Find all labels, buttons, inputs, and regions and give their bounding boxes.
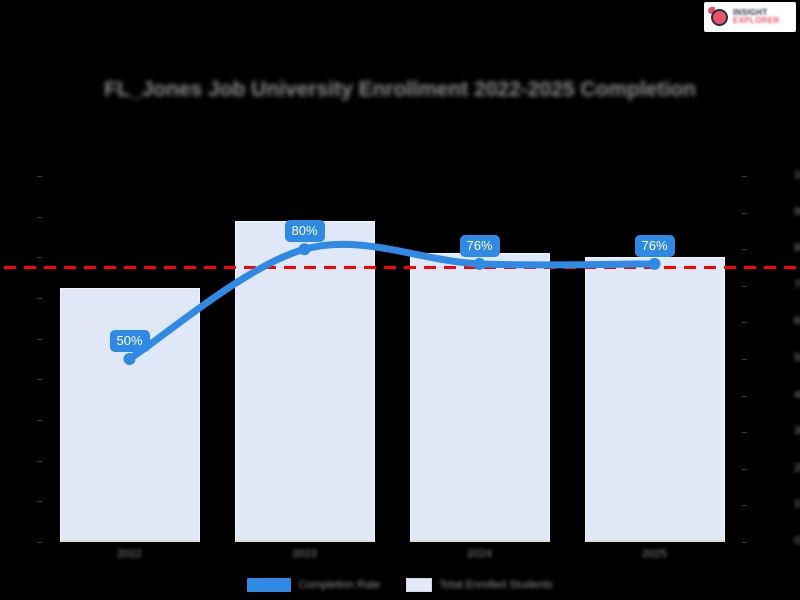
chart-title: FL_Jones Job University Enrollment 2022-…: [104, 78, 696, 101]
y-axis-right-tick: [742, 176, 747, 177]
x-axis-tick-label: 2024: [467, 548, 492, 560]
legend-label: Total Enrolled Students: [439, 579, 553, 591]
brand-logo: INSIGHT EXPLORER: [704, 2, 796, 32]
y-axis-left-tick: [37, 216, 42, 218]
bar[interactable]: [59, 287, 200, 542]
x-axis-tick-label: 2022: [117, 548, 142, 560]
y-axis-right-tick-label: 40%: [794, 388, 800, 401]
y-axis-right-tick-label: 10%: [794, 498, 800, 511]
y-axis-right-tick: [742, 542, 747, 543]
x-axis-tick-label: 2025: [642, 548, 667, 560]
bar[interactable]: [584, 257, 725, 542]
y-axis-right-tick-label: 90%: [794, 205, 800, 218]
y-axis-right-tick: [742, 212, 747, 214]
y-axis-right-tick: [742, 395, 747, 397]
bar[interactable]: [234, 220, 375, 542]
y-axis-left-tick: [37, 338, 42, 340]
y-axis-left-tick: [37, 542, 42, 543]
data-label: 80%: [284, 220, 325, 243]
data-label: 76%: [634, 234, 675, 257]
chart-legend: Completion Rate Total Enrolled Students: [0, 578, 800, 592]
y-axis-left-tick: [37, 501, 42, 503]
y-axis-right-tick-label: 50%: [794, 352, 800, 364]
x-axis-tick-label: 2023: [292, 548, 317, 560]
y-axis-right-tick-label: 80%: [794, 242, 800, 255]
y-axis-left-tick: [37, 379, 42, 381]
legend-swatch-bar-icon: [406, 578, 433, 592]
data-label: 50%: [109, 330, 150, 352]
legend-item-completion-rate[interactable]: Completion Rate: [247, 578, 380, 592]
bar[interactable]: [409, 253, 550, 542]
legend-swatch-line-icon: [247, 578, 292, 592]
logo-line-2: EXPLORER: [733, 16, 780, 25]
y-axis-right-tick-label: 70%: [794, 278, 800, 291]
y-axis-right-tick-label: 20%: [794, 461, 800, 474]
y-axis-left-tick: [37, 176, 42, 177]
y-axis-right-tick: [742, 432, 747, 434]
plot-area: 180016001400120010008006004002000100%90%…: [37, 169, 800, 560]
logo-line-1: INSIGHT: [733, 8, 768, 17]
y-axis-right-tick-label: 0%: [794, 535, 800, 547]
y-axis-right-tick: [742, 249, 747, 251]
y-axis-right-tick-label: 100%: [794, 169, 800, 181]
y-axis-right-tick-label: 60%: [794, 315, 800, 328]
y-axis-left-tick: [37, 460, 42, 462]
y-axis-left-tick: [37, 257, 42, 259]
logo-wordmark: INSIGHT EXPLORER: [733, 9, 779, 25]
y-axis-left-tick: [37, 420, 42, 421]
legend-item-total-enrolled-students[interactable]: Total Enrolled Students: [406, 578, 553, 592]
legend-label: Completion Rate: [298, 579, 381, 591]
y-axis-right-tick: [742, 359, 747, 360]
y-axis-right-tick: [742, 468, 747, 470]
data-label: 76%: [459, 234, 500, 257]
logo-flower-icon: [708, 6, 730, 28]
y-axis-right-tick: [742, 505, 747, 507]
y-axis-left-tick: [37, 298, 42, 299]
y-axis-right-tick: [742, 322, 747, 324]
y-axis-right-tick: [742, 285, 747, 287]
y-axis-right-tick-label: 30%: [794, 425, 800, 438]
